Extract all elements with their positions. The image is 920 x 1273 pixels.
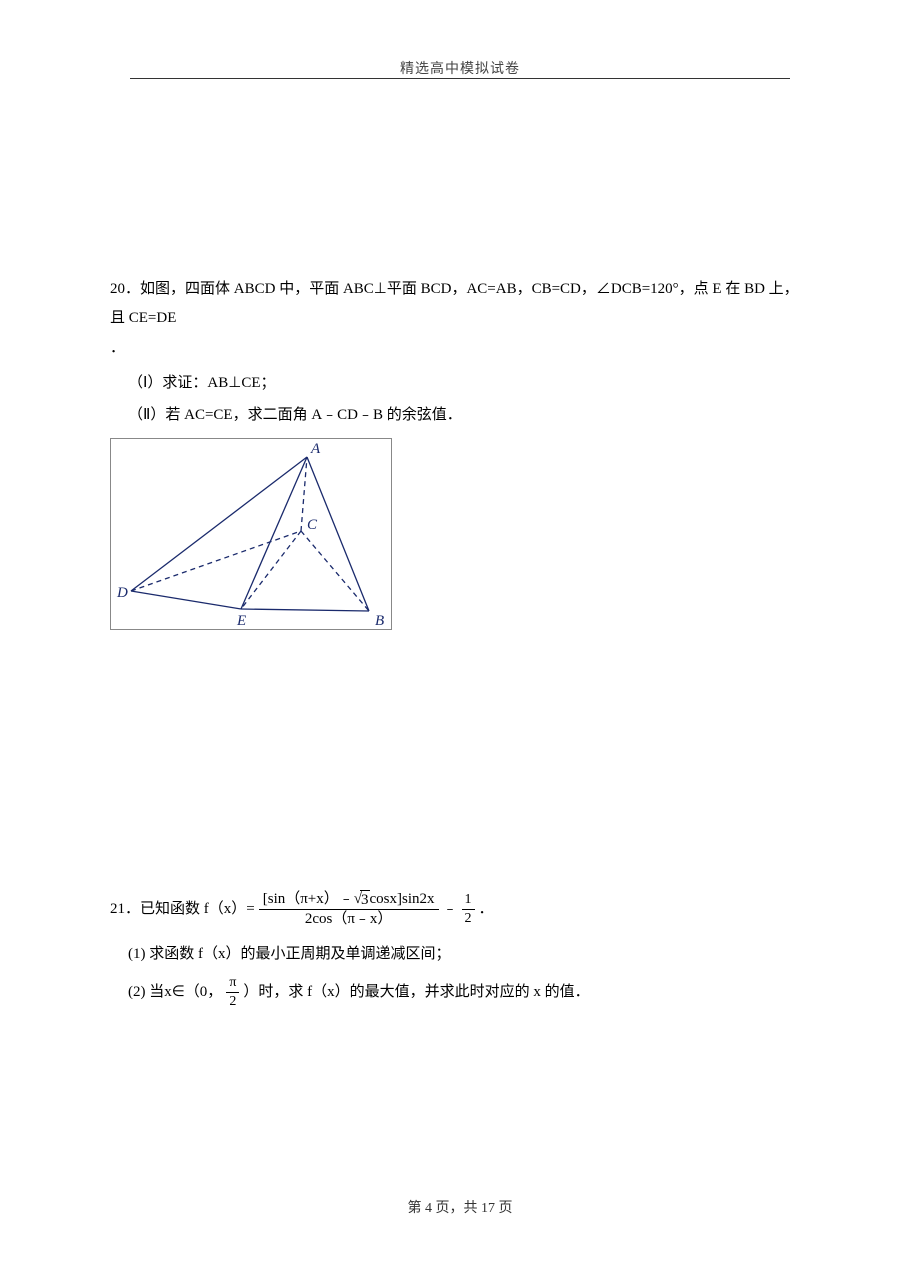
q20-part-2: （Ⅱ）若 AC=CE，求二面角 A﹣CD﹣B 的余弦值． xyxy=(128,401,810,430)
q20-number: 20． xyxy=(110,281,140,297)
q20-part-1: （Ⅰ）求证：AB⊥CE； xyxy=(128,369,810,398)
q21-sub2-prefix: (2) 当x∈（0， xyxy=(128,978,222,1007)
q21-prefix: 已知函数 f（x）= xyxy=(140,895,255,924)
q20-stem-period: ． xyxy=(110,334,810,363)
footer-mid: 页，共 xyxy=(432,1201,481,1216)
svg-text:D: D xyxy=(116,585,128,601)
footer-prefix: 第 xyxy=(408,1201,426,1216)
footer-total: 17 xyxy=(481,1201,495,1216)
half-den: 2 xyxy=(462,910,475,928)
page-header-title: 精选高中模拟试卷 xyxy=(0,58,920,78)
sqrt-icon: √3 xyxy=(354,890,370,910)
svg-text:C: C xyxy=(307,517,318,533)
content-area: 20．如图，四面体 ABCD 中，平面 ABC⊥平面 BCD，AC=AB，CB=… xyxy=(110,275,810,1011)
q20-tetrahedron-diagram: A B C D E xyxy=(110,438,392,630)
svg-text:B: B xyxy=(375,613,384,629)
q21-stem: 21． 已知函数 f（x）= [sin（π+x）﹣√3cosx]sin2x 2c… xyxy=(110,890,810,930)
sqrt-argument: 3 xyxy=(360,890,370,909)
q21-numerator: [sin（π+x）﹣√3cosx]sin2x xyxy=(259,890,439,910)
q21-pi-over-2: π 2 xyxy=(226,974,239,1011)
q21-part-2: (2) 当x∈（0， π 2 ）时，求 f（x）的最大值，并求此时对应的 x 的… xyxy=(128,974,810,1011)
q21-part-1: (1) 求函数 f（x）的最小正周期及单调递减区间； xyxy=(128,940,810,969)
q21-num-part1: [sin（π+x）﹣ xyxy=(263,891,354,907)
q21: 21． 已知函数 f（x）= [sin（π+x）﹣√3cosx]sin2x 2c… xyxy=(110,890,810,1012)
q21-number: 21． xyxy=(110,895,140,924)
q20-stem: 20．如图，四面体 ABCD 中，平面 ABC⊥平面 BCD，AC=AB，CB=… xyxy=(110,275,810,332)
footer-page: 4 xyxy=(425,1201,432,1216)
q21-period: ． xyxy=(479,895,494,924)
q20-stem-text: 如图，四面体 ABCD 中，平面 ABC⊥平面 BCD，AC=AB，CB=CD，… xyxy=(110,281,799,326)
svg-text:E: E xyxy=(236,613,246,629)
page: 精选高中模拟试卷 20．如图，四面体 ABCD 中，平面 ABC⊥平面 BCD，… xyxy=(0,0,920,1273)
footer-suffix: 页 xyxy=(495,1201,513,1216)
header-rule xyxy=(130,78,790,79)
pi-num: π xyxy=(226,974,239,992)
page-footer: 第 4 页，共 17 页 xyxy=(0,1197,920,1217)
q21-half-fraction: 1 2 xyxy=(462,891,475,928)
svg-text:A: A xyxy=(310,441,321,457)
q21-denominator: 2cos（π﹣x） xyxy=(301,910,397,930)
half-num: 1 xyxy=(462,891,475,909)
q21-main-fraction: [sin（π+x）﹣√3cosx]sin2x 2cos（π﹣x） xyxy=(259,890,439,930)
q21-num-part2: cosx]sin2x xyxy=(370,891,435,907)
pi-den: 2 xyxy=(226,993,239,1011)
q21-minus: ﹣ xyxy=(443,895,458,924)
q21-sub2-suffix: ）时，求 f（x）的最大值，并求此时对应的 x 的值． xyxy=(243,978,589,1007)
